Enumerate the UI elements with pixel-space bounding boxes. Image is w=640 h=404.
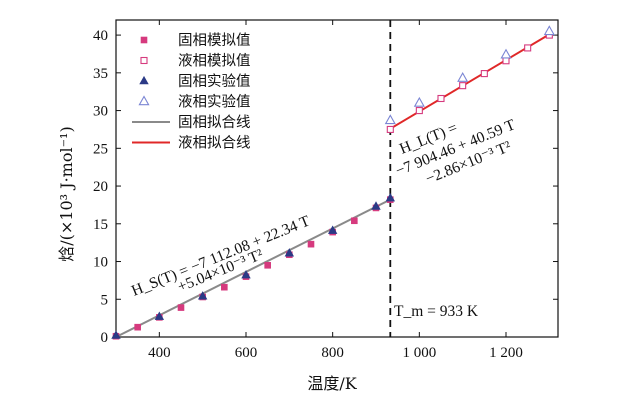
data-point-triangle-open (457, 71, 469, 82)
x-tick-label: 600 (235, 345, 258, 361)
plot-area: 400 600 800 1 000 1 200 0 5 10 15 20 25 30 35 40 (93, 19, 559, 361)
legend-label: 液相实验值 (178, 94, 251, 111)
legend-swatch-marker (140, 56, 148, 65)
data-point-triangle-filled (327, 225, 338, 234)
x-tick-label: 800 (321, 345, 344, 361)
x-tick-label: 400 (148, 345, 171, 361)
legend-label: 液相模拟值 (178, 53, 251, 70)
data-point-square-filled (264, 261, 271, 269)
legend-label: 固相模拟值 (178, 32, 251, 49)
y-axis-title: 焓/(×10³ J·mol⁻¹) (57, 126, 76, 261)
legend-label: 固相实验值 (178, 73, 251, 90)
y-tick-label: 25 (93, 141, 108, 157)
data-point-triangle-filled (241, 269, 251, 279)
x-tick-label: 1 200 (489, 345, 523, 361)
y-tick-label: 5 (101, 292, 109, 308)
data-point-triangle-filled (154, 311, 165, 320)
data-point-triangle-open (543, 25, 555, 36)
x-tick-label: 1 000 (402, 345, 436, 361)
data-point-triangle-open (413, 96, 425, 107)
melting-point-label: T_m = 933 K (394, 303, 479, 320)
legend-swatch-marker (138, 95, 150, 106)
legend-label: 液相拟合线 (178, 135, 251, 152)
data-point-square-filled (351, 217, 358, 225)
y-tick-label: 40 (93, 28, 108, 44)
data-point-square-open (415, 107, 423, 115)
y-tick-label: 30 (93, 104, 108, 120)
y-tick-label: 15 (93, 217, 108, 233)
y-tick-label: 0 (101, 330, 109, 346)
data-point-square-filled (134, 323, 141, 331)
data-points (111, 25, 555, 340)
data-point-triangle-filled (385, 193, 396, 202)
y-tick-label: 10 (93, 255, 108, 271)
data-point-square-open (480, 70, 488, 78)
data-point-square-open (386, 125, 394, 133)
data-point-square-filled (307, 240, 315, 248)
data-point-triangle-open (384, 114, 396, 125)
legend-swatch-marker (140, 36, 148, 44)
data-point-square-open (437, 94, 445, 103)
legend-swatch-marker (139, 75, 149, 85)
data-point-square-filled (177, 304, 185, 311)
legend-label: 固相拟合线 (178, 114, 251, 131)
plot-frame (115, 19, 559, 338)
y-tick-label: 20 (93, 179, 108, 195)
y-tick-label: 35 (93, 66, 108, 82)
data-point-square-open (502, 57, 510, 65)
x-axis-title: 温度/K (307, 374, 357, 393)
data-point-square-filled (221, 283, 228, 291)
data-point-triangle-filled (111, 330, 121, 339)
data-point-square-open (524, 44, 532, 52)
data-point-triangle-filled (197, 291, 208, 300)
data-point-square-open (459, 82, 467, 90)
data-point-triangle-filled (371, 201, 381, 210)
data-point-triangle-filled (284, 248, 295, 257)
data-point-triangle-open (500, 48, 512, 59)
